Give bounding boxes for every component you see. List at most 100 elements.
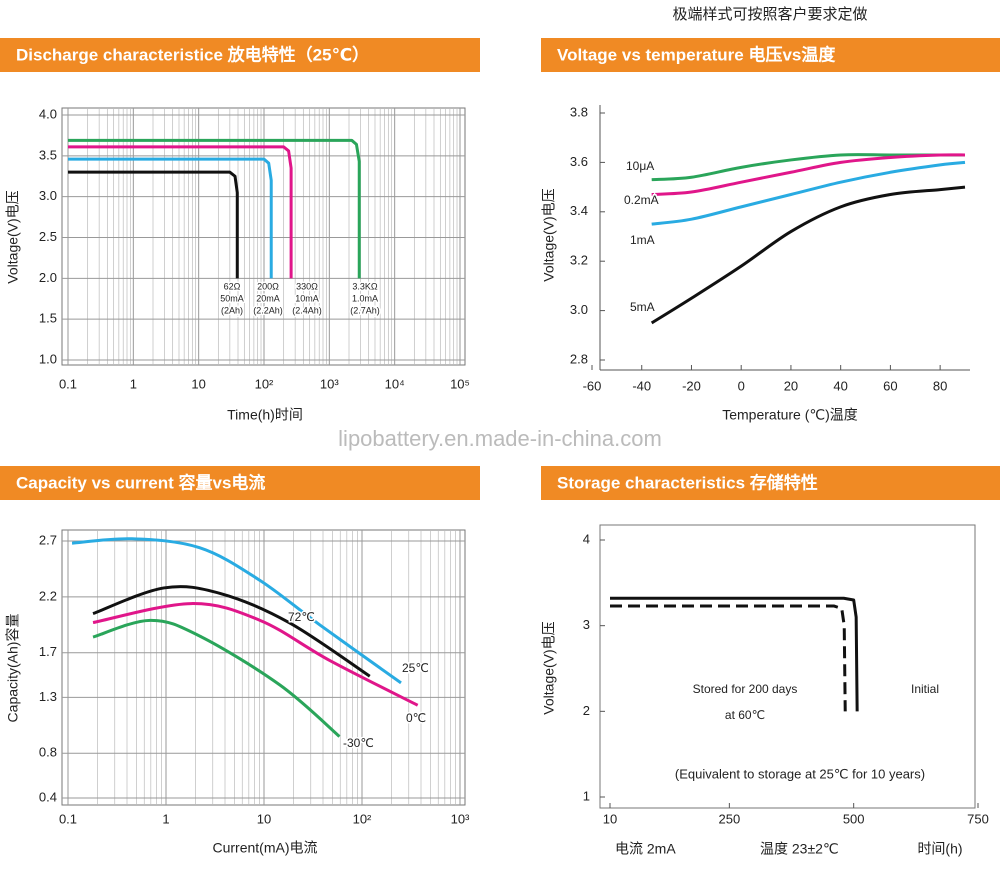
series-line (68, 138, 361, 279)
y-tick-label: 1 (583, 788, 590, 803)
x-tick-label: 10³ (320, 376, 339, 391)
y-tick-label: 4.0 (39, 106, 57, 121)
x-tick-label: 500 (843, 811, 865, 826)
x-tick-label: 10⁵ (450, 376, 470, 391)
x-axis-label: Temperature (℃)温度 (722, 407, 858, 423)
series-detail: 20mA (256, 293, 280, 303)
title-bar (541, 466, 1000, 500)
chart-title: Voltage vs temperature 电压vs温度 (557, 44, 836, 64)
series-detail: (2.4Ah) (292, 305, 322, 315)
x-tick-label: 60 (883, 378, 897, 393)
x-tick-label: 10 (257, 811, 271, 826)
x-tick-label: 10² (353, 811, 372, 826)
series-line (68, 145, 293, 279)
y-tick-label: 3.0 (39, 188, 57, 203)
annotation: (Equivalent to storage at 25℃ for 10 yea… (675, 766, 925, 781)
y-tick-label: 0.8 (39, 745, 57, 760)
series-label: 5mA (630, 300, 655, 314)
x-tick-label: -40 (632, 378, 651, 393)
chart-title: Storage characteristics 存储特性 (557, 472, 818, 492)
series-label: 330Ω (296, 281, 318, 291)
y-tick-label: 3.2 (570, 253, 588, 268)
footer-note: 温度 23±2℃ (760, 841, 839, 857)
series-label: Stored for 200 days (693, 682, 798, 696)
y-tick-label: 1.5 (39, 311, 57, 326)
series-detail: 10mA (295, 293, 319, 303)
plot-frame (599, 524, 976, 809)
y-tick-label: 2.7 (39, 532, 57, 547)
y-tick-label: 4 (583, 531, 590, 546)
chart-title: Discharge characteristice 放电特性（25℃） (16, 44, 369, 64)
series-label: -30℃ (343, 736, 374, 750)
y-axis-label: Capacity(Ah)容量 (5, 614, 21, 723)
series-label: 3.3KΩ (352, 281, 378, 291)
series-label: 0.2mA (624, 193, 659, 207)
series-label: 0℃ (406, 711, 426, 725)
x-tick-label: 0.1 (59, 811, 77, 826)
y-axis-label: Voltage(V)电压 (541, 621, 557, 714)
y-axis-label: Voltage(V)电压 (541, 188, 557, 281)
series-label: 1mA (630, 233, 655, 247)
y-tick-label: 0.4 (39, 789, 57, 804)
series-detail: 50mA (220, 293, 244, 303)
y-tick-label: 3.6 (570, 154, 588, 169)
series-line (92, 585, 371, 678)
series-line (651, 153, 966, 197)
header-note: 极端样式可按照客户要求定做 (672, 6, 867, 23)
title-bar (0, 38, 480, 72)
x-tick-label: 40 (833, 378, 847, 393)
series-label: 10μA (626, 159, 654, 173)
x-tick-label: 1 (130, 376, 137, 391)
series-detail: 1.0mA (352, 293, 378, 303)
y-tick-label: 2 (583, 703, 590, 718)
series-line (610, 604, 847, 712)
series-label: 25℃ (402, 661, 429, 675)
series-label: 72℃ (288, 610, 315, 624)
series-detail: (2.2Ah) (253, 305, 283, 315)
x-axis-label: 时间(h) (917, 841, 962, 857)
watermark: lipobattery.en.made-in-china.com (338, 426, 662, 451)
footer-note: 电流 2mA (615, 841, 676, 857)
series-detail: (2Ah) (221, 305, 243, 315)
x-tick-label: -20 (682, 378, 701, 393)
x-tick-label: 10² (255, 376, 274, 391)
x-tick-label: 20 (784, 378, 798, 393)
series-line (68, 170, 239, 279)
x-tick-label: 10 (603, 811, 617, 826)
series-detail: at 60℃ (725, 708, 765, 722)
y-tick-label: 3.5 (39, 147, 57, 162)
chart-title: Capacity vs current 容量vs电流 (16, 472, 265, 492)
y-tick-label: 3.0 (570, 302, 588, 317)
series-label: Initial (911, 682, 939, 696)
y-tick-label: 1.3 (39, 689, 57, 704)
x-tick-label: 1 (162, 811, 169, 826)
y-tick-label: 2.8 (570, 351, 588, 366)
series-line (610, 596, 859, 712)
y-tick-label: 3.8 (570, 104, 588, 119)
series-line (92, 602, 419, 707)
series-line (71, 537, 402, 685)
y-tick-label: 2.5 (39, 229, 57, 244)
title-bar (541, 38, 1000, 72)
x-tick-label: 750 (967, 811, 989, 826)
y-axis-label: Voltage(V)电压 (5, 190, 21, 283)
y-tick-label: 2.2 (39, 588, 57, 603)
series-line (92, 618, 341, 738)
y-tick-label: 3 (583, 617, 590, 632)
x-tick-label: 250 (718, 811, 740, 826)
x-tick-label: 10 (191, 376, 205, 391)
x-tick-label: 10³ (451, 811, 470, 826)
x-tick-label: 0.1 (59, 376, 77, 391)
x-axis-label: Current(mA)电流 (212, 840, 317, 856)
x-axis-label: Time(h)时间 (227, 407, 303, 423)
y-tick-label: 3.4 (570, 203, 588, 218)
y-tick-label: 1.7 (39, 644, 57, 659)
series-line (651, 160, 966, 226)
x-tick-label: -60 (583, 378, 602, 393)
x-tick-label: 10⁴ (385, 376, 405, 391)
x-tick-label: 0 (738, 378, 745, 393)
series-line (68, 157, 273, 279)
y-tick-label: 1.0 (39, 351, 57, 366)
